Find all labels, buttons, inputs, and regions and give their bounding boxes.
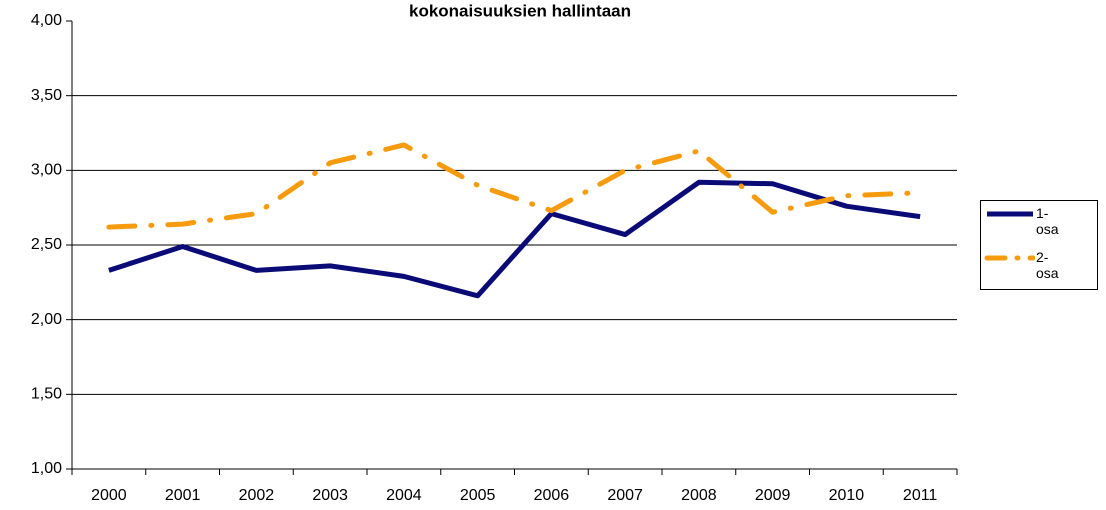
legend-item: 2-osa (981, 245, 1099, 289)
x-tick-label: 2005 (460, 487, 496, 504)
x-tick-label: 2004 (386, 487, 422, 504)
x-tick-label: 2007 (607, 487, 643, 504)
x-tick-label: 2002 (239, 487, 275, 504)
x-tick-label: 2001 (165, 487, 201, 504)
x-tick-label: 2006 (534, 487, 570, 504)
y-tick-label: 1,50 (31, 386, 62, 403)
series-line (106, 142, 923, 230)
series-line (108, 179, 921, 299)
chart-title: kokonaisuuksien hallintaan (409, 1, 631, 20)
y-tick-label: 1,00 (31, 460, 62, 477)
legend-label: 2-osa (1036, 249, 1059, 281)
x-tick-label: 2000 (91, 487, 127, 504)
x-tick-label: 2010 (829, 487, 865, 504)
y-tick-label: 2,00 (31, 311, 62, 328)
y-tick-label: 3,00 (31, 162, 62, 179)
y-tick-label: 2,50 (31, 236, 62, 253)
legend-label: 1-osa (1036, 205, 1059, 237)
legend-swatch (984, 255, 1035, 261)
y-tick-label: 3,50 (31, 87, 62, 104)
legend-swatch (987, 211, 1033, 217)
x-tick-label: 2003 (312, 487, 348, 504)
legend-item: 1-osa (981, 201, 1099, 245)
x-tick-label: 2009 (755, 487, 791, 504)
legend: 1-osa 2-osa (980, 200, 1098, 290)
y-tick-label: 4,00 (31, 12, 62, 29)
x-tick-label: 2008 (681, 487, 717, 504)
x-tick-label: 2011 (903, 487, 938, 504)
